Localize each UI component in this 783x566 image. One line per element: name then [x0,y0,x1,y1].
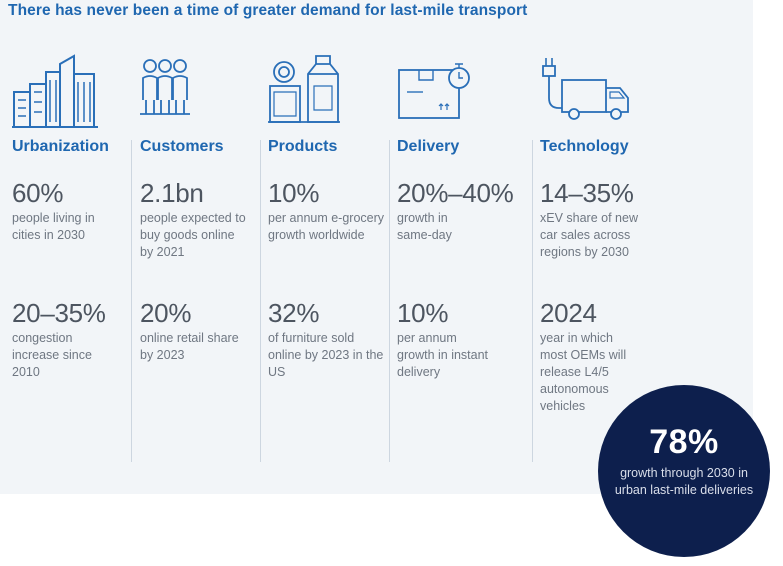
stat-value: 32% [268,298,320,328]
stat-value: 20%–40% [397,178,514,208]
column-divider [260,140,261,462]
people-icon [140,52,230,127]
category-label: Urbanization [12,138,109,155]
stat-description: people expected to buy goods online by 2… [140,211,246,259]
stat-block: 2024 year in which most OEMs will releas… [540,298,700,415]
column-customers: Customers 2.1bn people expected to buy g… [140,52,270,462]
stat-value: 14–35% [540,178,634,208]
stat-description: xEV share of new car sales across region… [540,211,638,259]
highlight-description: growth through 2030 in urban last-mile d… [614,466,754,497]
stat-block: 20–35% congestion increase since 2010 [12,298,172,381]
stat-description: year in which most OEMs will release L4/… [540,331,627,413]
column-divider [389,140,390,462]
stat-block: 2.1bn people expected to buy goods onlin… [140,178,300,261]
stat-value: 60% [12,178,64,208]
column-products: Products 10% per annum e-grocery growth … [268,52,398,462]
stat-value: 20–35% [12,298,106,328]
electric-truck-icon [540,52,632,127]
highlight-circle: 78% growth through 2030 in urban last-mi… [598,385,770,557]
stat-value: 20% [140,298,192,328]
category-label: Products [268,138,338,155]
column-divider [131,140,132,462]
stat-block: 32% of furniture sold online by 2023 in … [268,298,428,381]
stat-description: congestion increase since 2010 [12,331,92,379]
stat-value: 2024 [540,298,597,328]
stat-block: 10% per annum growth in instant delivery [397,298,557,381]
category-label: Technology [540,138,629,155]
stat-description: of furniture sold online by 2023 in the … [268,331,384,379]
stat-block: 10% per annum e-grocery growth worldwide [268,178,428,244]
stat-description: growth in same-day [397,211,452,242]
stat-value: 10% [268,178,320,208]
package-stopwatch-icon [397,52,487,127]
stat-description: per annum growth in instant delivery [397,331,489,379]
category-label: Delivery [397,138,460,155]
category-label: Customers [140,138,224,155]
stat-block: 20%–40% growth in same-day [397,178,557,244]
column-divider [532,140,533,462]
headline: There has never been a time of greater d… [8,2,528,19]
stat-value: 2.1bn [140,178,204,208]
column-urbanization: Urbanization 60% people living in cities… [12,52,142,462]
stat-block: 20% online retail share by 2023 [140,298,300,364]
stat-block: 60% people living in cities in 2030 [12,178,172,244]
stat-value: 10% [397,298,449,328]
highlight-value: 78% [649,423,719,461]
buildings-icon [12,52,102,128]
stat-block: 14–35% xEV share of new car sales across… [540,178,700,261]
stat-description: people living in cities in 2030 [12,211,95,242]
stat-description: online retail share by 2023 [140,331,239,362]
groceries-icon [268,52,358,127]
stat-description: per annum e-grocery growth worldwide [268,211,385,242]
column-technology: Technology 14–35% xEV share of new car s… [540,52,690,462]
column-delivery: Delivery 20%–40% growth in same-day 10% … [397,52,527,462]
